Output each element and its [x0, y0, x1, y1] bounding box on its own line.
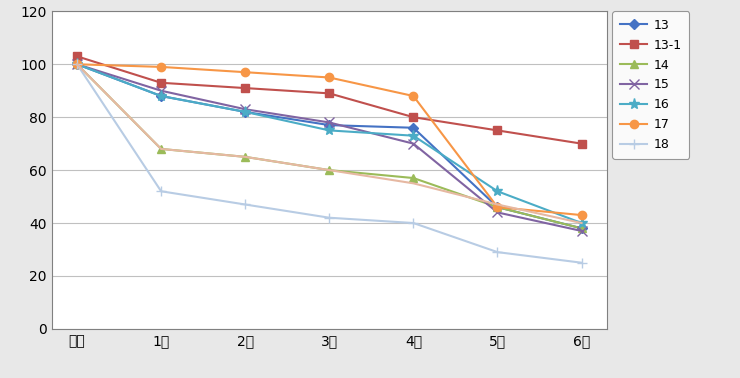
- 18: [493, 250, 502, 254]
- Line: 16: 16: [72, 59, 587, 229]
- 15: [73, 62, 81, 67]
- 17: [493, 205, 502, 209]
- 13-1: [577, 141, 586, 146]
- 13-1: [325, 91, 334, 96]
- 17: [409, 94, 418, 98]
- 13-1: [409, 115, 418, 119]
- 18: [240, 202, 249, 207]
- 14: [409, 176, 418, 180]
- 15: [409, 141, 418, 146]
- Line: 13: 13: [73, 61, 585, 232]
- 15: [157, 88, 166, 93]
- 13-1: [157, 81, 166, 85]
- 18: [577, 260, 586, 265]
- 16: [409, 133, 418, 138]
- 15: [493, 210, 502, 215]
- 17: [157, 65, 166, 69]
- 16: [493, 189, 502, 194]
- 13: [409, 125, 418, 130]
- 13-1: [240, 86, 249, 90]
- 15: [240, 107, 249, 112]
- 14: [73, 62, 81, 67]
- 17: [325, 75, 334, 80]
- 14: [493, 205, 502, 209]
- 14: [240, 155, 249, 159]
- 13: [325, 123, 334, 127]
- Line: 13-1: 13-1: [73, 52, 586, 148]
- 18: [325, 215, 334, 220]
- 18: [73, 62, 81, 67]
- 16: [577, 221, 586, 225]
- 13: [577, 226, 586, 231]
- 13: [157, 94, 166, 98]
- 13: [240, 110, 249, 114]
- 14: [325, 168, 334, 172]
- 18: [409, 221, 418, 225]
- 13: [493, 205, 502, 209]
- 15: [325, 120, 334, 125]
- 16: [157, 94, 166, 98]
- 14: [157, 147, 166, 151]
- Legend: 13, 13-1, 14, 15, 16, 17, 18: 13, 13-1, 14, 15, 16, 17, 18: [613, 11, 689, 159]
- 18: [157, 189, 166, 194]
- 17: [577, 213, 586, 217]
- Line: 17: 17: [73, 60, 586, 219]
- 16: [325, 128, 334, 133]
- 15: [577, 229, 586, 233]
- 16: [73, 62, 81, 67]
- 13-1: [493, 128, 502, 133]
- 17: [73, 62, 81, 67]
- 17: [240, 70, 249, 74]
- Line: 15: 15: [73, 59, 586, 236]
- Line: 14: 14: [73, 60, 586, 232]
- 14: [577, 226, 586, 231]
- 13: [73, 62, 81, 67]
- 16: [240, 110, 249, 114]
- 13-1: [73, 54, 81, 59]
- Line: 18: 18: [73, 59, 586, 268]
